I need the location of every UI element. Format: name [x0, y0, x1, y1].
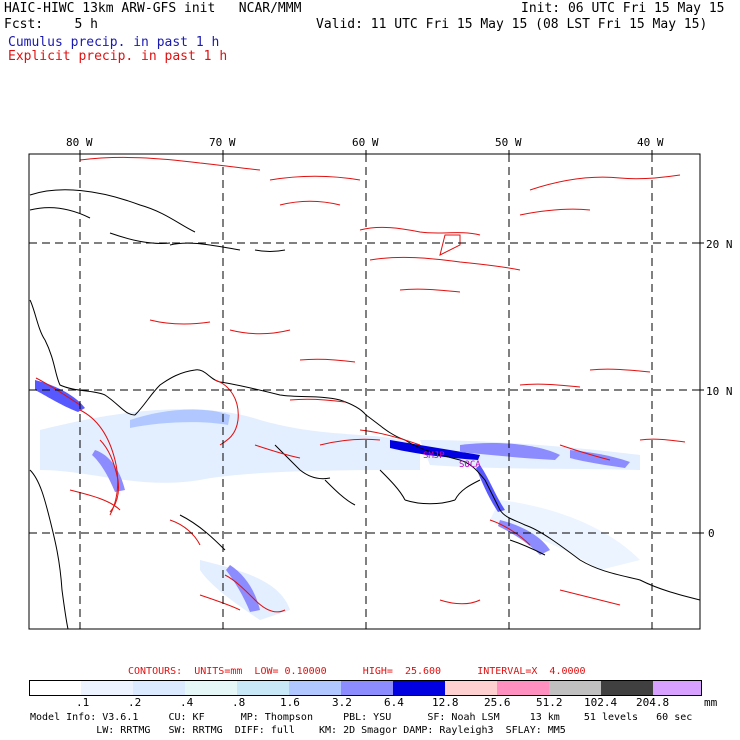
precip-layer — [35, 380, 640, 620]
init-time: Init: 06 UTC Fri 15 May 15 — [521, 1, 725, 16]
forecast-hour: Fcst: 5 h — [4, 17, 98, 32]
lon-label-50w: 50 W — [495, 136, 522, 149]
colorbar-label-4: 1.6 — [280, 696, 300, 709]
station-smjp: SMJP — [423, 451, 445, 461]
coastlines — [29, 189, 701, 630]
colorbar-swatch-7 — [393, 680, 445, 696]
colorbar-unit: mm — [704, 696, 718, 709]
colorbar-label-5: 3.2 — [332, 696, 352, 709]
colorbar-label-7: 12.8 — [432, 696, 459, 709]
model-info-line2: LW: RRTMG SW: RRTMG DIFF: full KM: 2D Sm… — [30, 725, 566, 736]
colorbar-label-9: 51.2 — [536, 696, 563, 709]
lon-label-60w: 60 W — [352, 136, 379, 149]
colorbar-swatch-11 — [601, 680, 653, 696]
colorbar-swatch-6 — [341, 680, 393, 696]
lat-label-20n: 20 N — [706, 238, 733, 251]
map-title: HAIC-HIWC 13km ARW-GFS init NCAR/MMM — [4, 1, 302, 16]
colorbar-swatch-1 — [81, 680, 133, 696]
model-info-line1: Model Info: V3.6.1 CU: KF MP: Thompson P… — [30, 712, 693, 723]
colorbar-swatch-3 — [185, 680, 237, 696]
colorbar-swatch-12 — [653, 680, 702, 696]
colorbar-swatch-2 — [133, 680, 185, 696]
colorbar-swatch-5 — [289, 680, 341, 696]
colorbar-swatch-10 — [549, 680, 601, 696]
colorbar-label-3: .8 — [232, 696, 246, 709]
lat-label-10n: 10 N — [706, 385, 733, 398]
colorbar-swatch-9 — [497, 680, 549, 696]
colorbar-label-0: .1 — [76, 696, 90, 709]
colorbar-label-8: 25.6 — [484, 696, 511, 709]
colorbar-label-2: .4 — [180, 696, 194, 709]
colorbar-swatch-4 — [237, 680, 289, 696]
contours-info: CONTOURS: UNITS=mm LOW= 0.10000 HIGH= 25… — [128, 666, 586, 677]
lon-label-80w: 80 W — [66, 136, 93, 149]
lon-label-70w: 70 W — [209, 136, 236, 149]
colorbar-swatch-8 — [445, 680, 497, 696]
colorbar-label-11: 204.8 — [636, 696, 670, 709]
colorbar-label-10: 102.4 — [584, 696, 618, 709]
colorbar-label-1: .2 — [128, 696, 142, 709]
lon-label-40w: 40 W — [637, 136, 664, 149]
cumulus-legend: Cumulus precip. in past 1 h — [8, 35, 220, 50]
valid-time: Valid: 11 UTC Fri 15 May 15 (08 LST Fri … — [316, 17, 708, 32]
lat-lon-grid — [29, 154, 700, 629]
explicit-legend: Explicit precip. in past 1 h — [8, 49, 228, 64]
station-soca: SOCA — [459, 460, 481, 470]
lat-label-0: 0 — [708, 527, 715, 540]
ticks — [79, 150, 704, 534]
map-frame — [28, 153, 701, 630]
colorbar-label-6: 6.4 — [384, 696, 404, 709]
colorbar-swatch-0 — [29, 680, 82, 696]
